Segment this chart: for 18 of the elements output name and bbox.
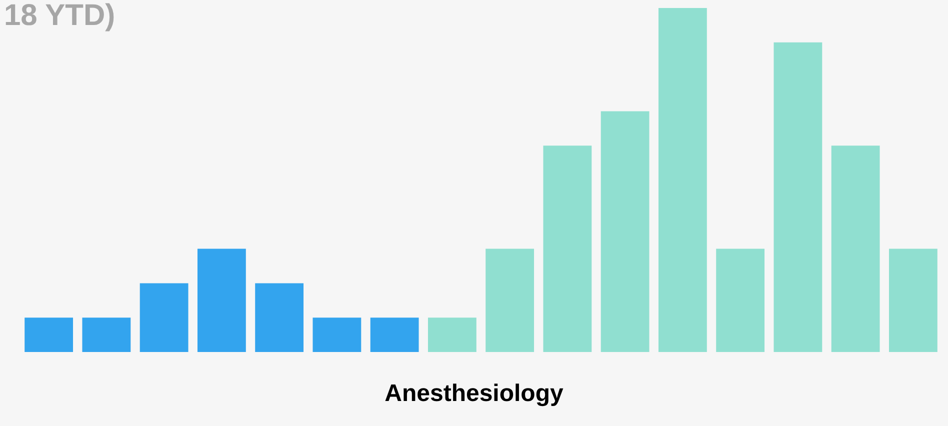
chart-title: 18 YTD) <box>4 0 116 32</box>
bar <box>140 283 188 352</box>
bar <box>658 8 707 352</box>
bar <box>24 318 74 352</box>
bar <box>370 318 419 352</box>
bar <box>428 318 476 352</box>
bar <box>600 111 650 352</box>
bar <box>486 248 534 352</box>
bar <box>831 146 880 352</box>
bar <box>82 318 131 352</box>
bar <box>774 42 822 352</box>
bar <box>888 248 938 352</box>
bar <box>716 248 765 352</box>
bar <box>197 248 246 352</box>
bar <box>255 283 304 352</box>
bar <box>543 146 592 352</box>
x-axis-title: Anesthesiology <box>384 380 564 408</box>
bar <box>312 318 362 352</box>
